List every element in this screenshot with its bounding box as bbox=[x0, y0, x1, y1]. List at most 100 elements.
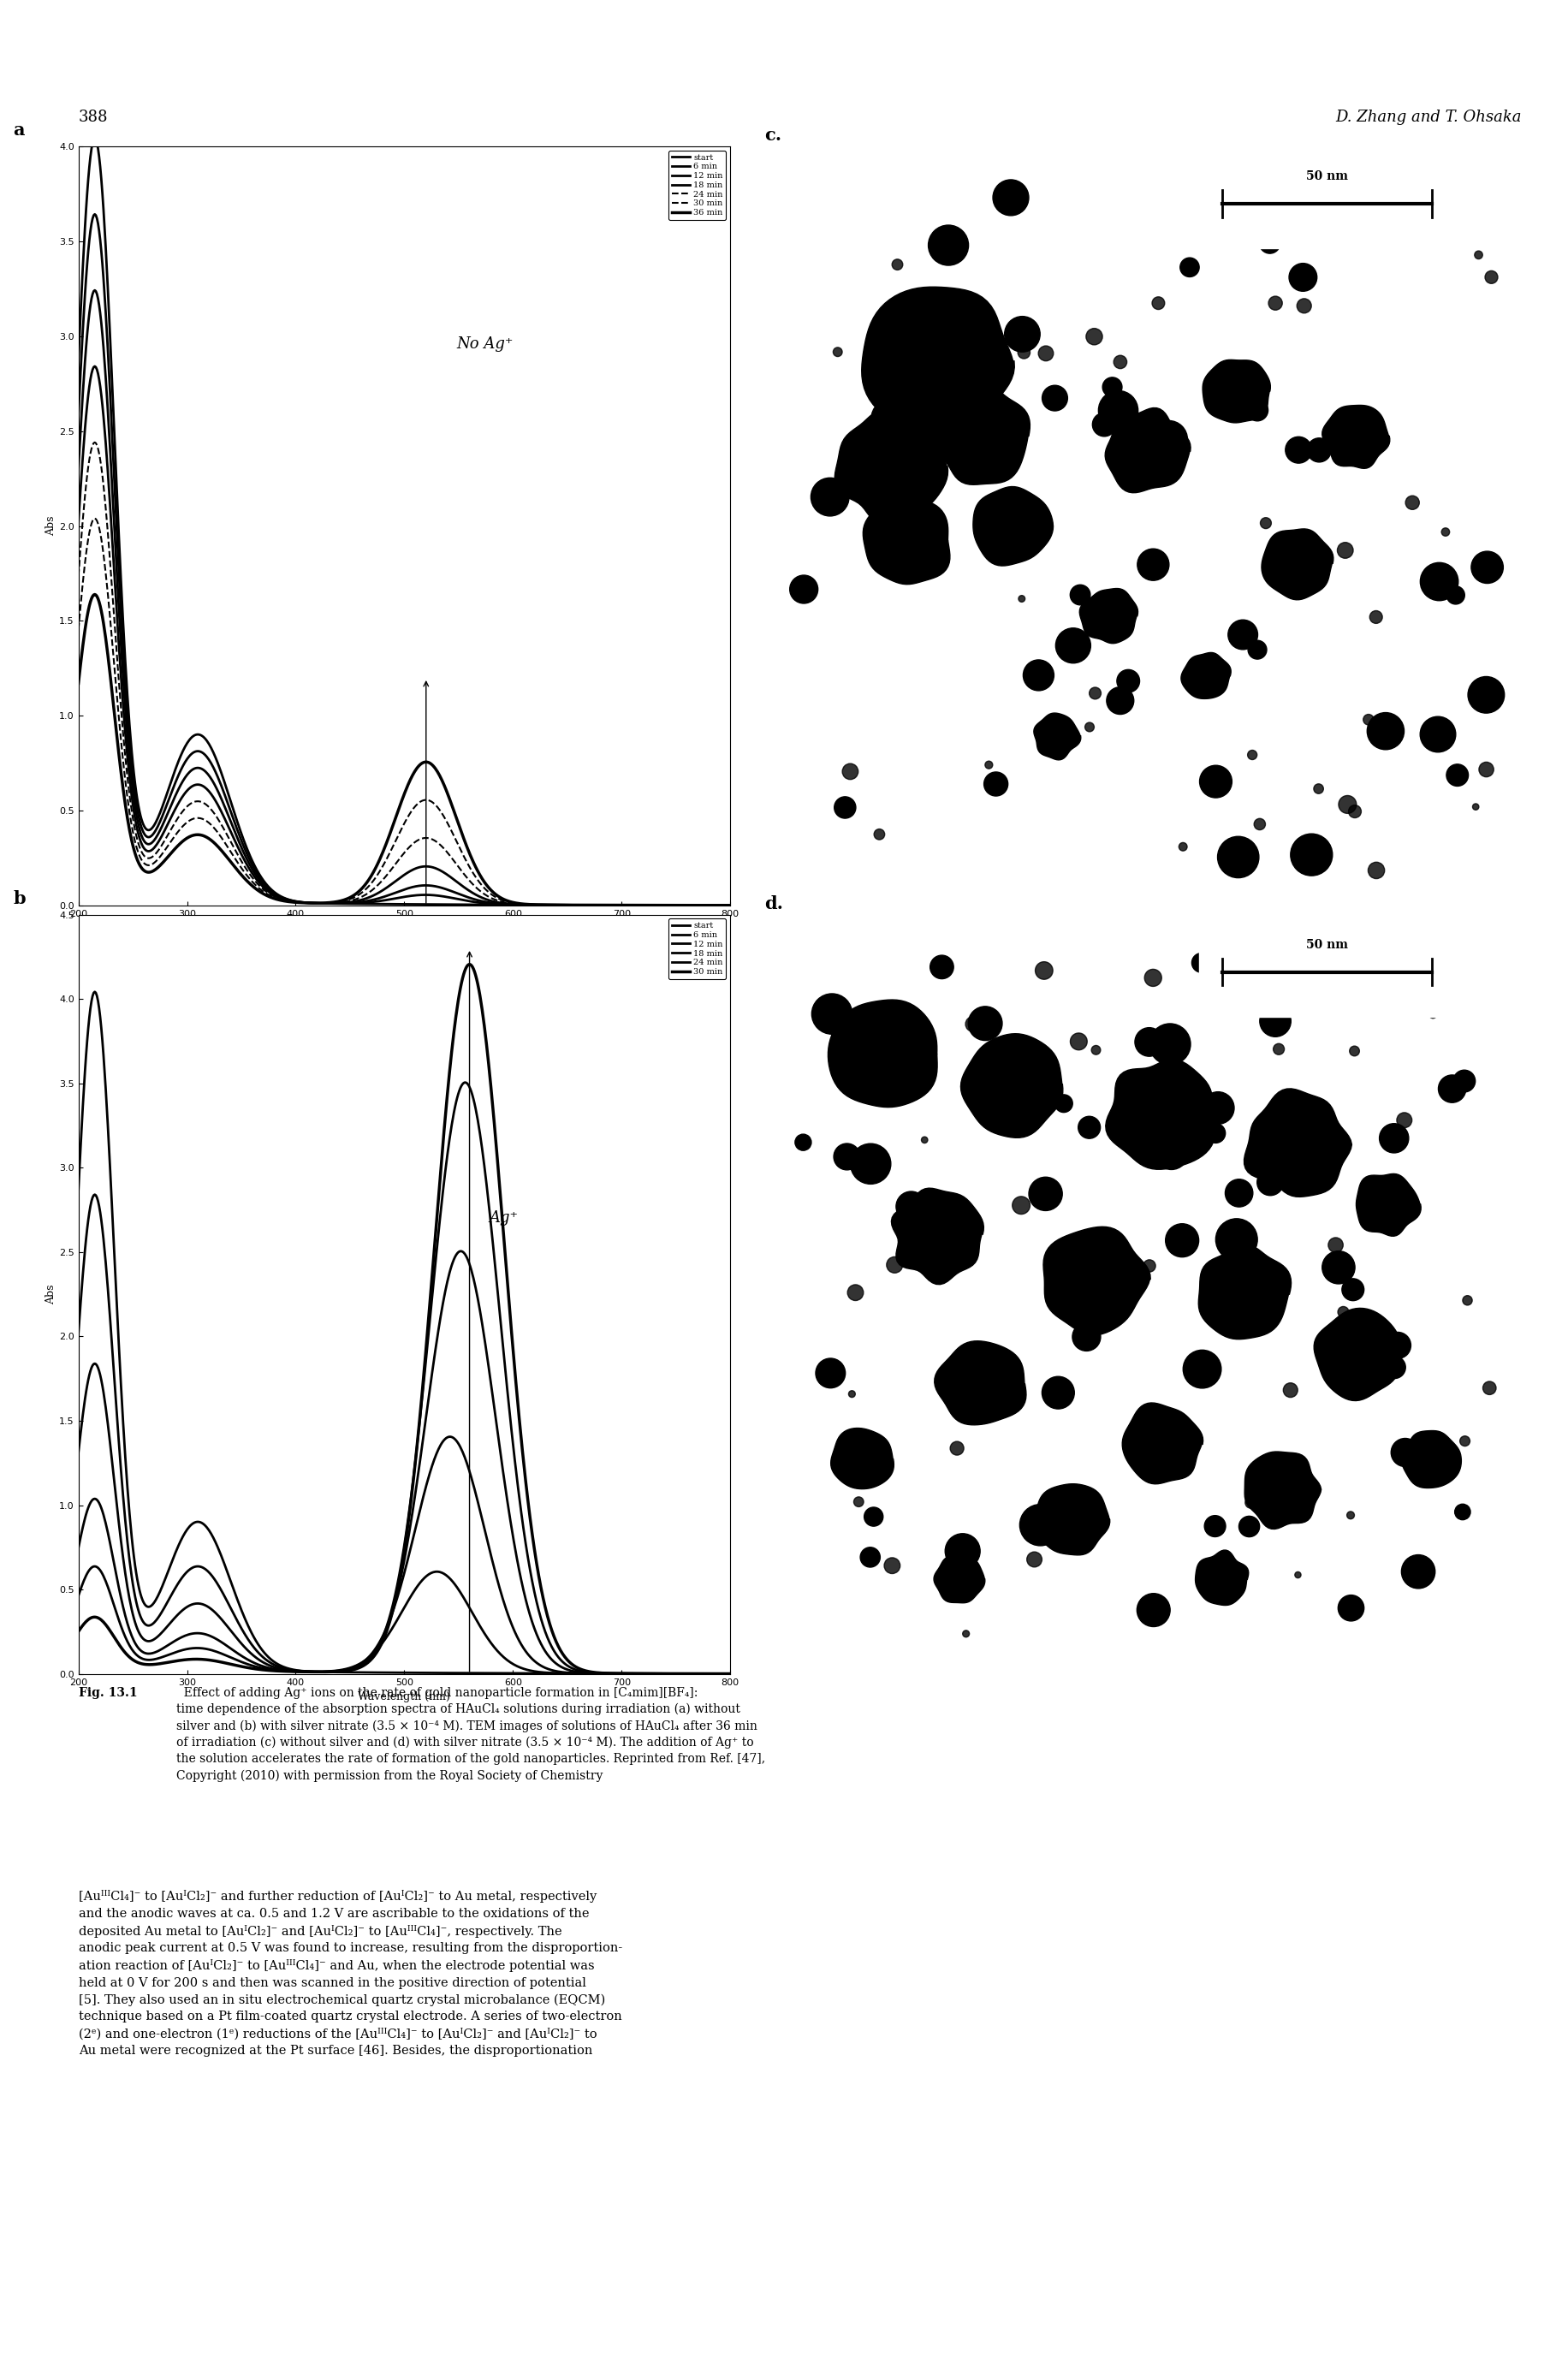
Circle shape bbox=[1217, 836, 1258, 877]
Circle shape bbox=[1363, 715, 1374, 725]
X-axis label: Wavelength (nm): Wavelength (nm) bbox=[358, 1692, 450, 1704]
Circle shape bbox=[911, 392, 938, 418]
Text: 50 nm: 50 nm bbox=[1305, 939, 1347, 950]
Circle shape bbox=[859, 1547, 880, 1568]
Polygon shape bbox=[1195, 1549, 1248, 1606]
Circle shape bbox=[1038, 347, 1052, 361]
Circle shape bbox=[1345, 1511, 1353, 1518]
Legend: start, 6 min, 12 min, 18 min, 24 min, 30 min, 36 min: start, 6 min, 12 min, 18 min, 24 min, 30… bbox=[668, 150, 726, 221]
Circle shape bbox=[1253, 817, 1265, 829]
Circle shape bbox=[1485, 271, 1497, 283]
Circle shape bbox=[1171, 1110, 1198, 1136]
Circle shape bbox=[1041, 385, 1068, 411]
Circle shape bbox=[964, 1017, 980, 1031]
Circle shape bbox=[1165, 1224, 1198, 1257]
Polygon shape bbox=[1261, 530, 1333, 599]
Circle shape bbox=[1035, 962, 1052, 979]
Polygon shape bbox=[1033, 1485, 1109, 1554]
Circle shape bbox=[1305, 1131, 1314, 1140]
Circle shape bbox=[1369, 611, 1381, 623]
Circle shape bbox=[853, 1497, 862, 1506]
Polygon shape bbox=[1402, 1430, 1460, 1487]
Circle shape bbox=[873, 829, 884, 839]
Circle shape bbox=[1474, 252, 1482, 259]
Circle shape bbox=[1367, 862, 1385, 879]
Circle shape bbox=[1428, 1010, 1436, 1019]
Polygon shape bbox=[960, 1034, 1062, 1138]
Text: Fig. 13.1: Fig. 13.1 bbox=[78, 1687, 136, 1699]
Circle shape bbox=[1143, 1259, 1156, 1271]
Circle shape bbox=[1446, 765, 1468, 786]
Circle shape bbox=[952, 1231, 963, 1243]
Circle shape bbox=[850, 1143, 891, 1183]
Polygon shape bbox=[1033, 713, 1080, 760]
Circle shape bbox=[1383, 1357, 1405, 1378]
Circle shape bbox=[1432, 972, 1468, 1007]
Circle shape bbox=[1378, 1124, 1408, 1152]
Circle shape bbox=[1145, 969, 1160, 986]
Circle shape bbox=[842, 763, 858, 779]
Circle shape bbox=[1054, 1095, 1073, 1112]
Circle shape bbox=[1419, 563, 1458, 601]
Circle shape bbox=[1269, 297, 1281, 311]
Circle shape bbox=[1137, 549, 1168, 580]
Circle shape bbox=[967, 1007, 1002, 1041]
Circle shape bbox=[1294, 1573, 1300, 1578]
Text: 388: 388 bbox=[78, 109, 108, 126]
Polygon shape bbox=[1105, 1060, 1215, 1169]
Circle shape bbox=[1018, 347, 1030, 359]
Circle shape bbox=[1102, 378, 1121, 397]
Polygon shape bbox=[1104, 409, 1190, 492]
Circle shape bbox=[1116, 670, 1138, 691]
Circle shape bbox=[892, 259, 902, 271]
Circle shape bbox=[1256, 1169, 1283, 1195]
Circle shape bbox=[1338, 1307, 1348, 1319]
Circle shape bbox=[847, 1285, 862, 1300]
Circle shape bbox=[859, 492, 875, 506]
Polygon shape bbox=[828, 1000, 936, 1107]
Circle shape bbox=[1441, 527, 1449, 537]
Circle shape bbox=[848, 1390, 855, 1397]
Circle shape bbox=[833, 1143, 859, 1169]
Circle shape bbox=[1105, 687, 1134, 715]
Circle shape bbox=[1468, 677, 1504, 713]
Circle shape bbox=[1308, 967, 1338, 996]
Circle shape bbox=[1055, 627, 1090, 663]
Circle shape bbox=[1088, 687, 1101, 699]
Circle shape bbox=[1290, 834, 1331, 877]
Circle shape bbox=[1151, 297, 1163, 309]
Circle shape bbox=[1218, 1590, 1232, 1604]
Circle shape bbox=[1289, 264, 1316, 292]
Circle shape bbox=[1182, 1350, 1220, 1388]
Circle shape bbox=[993, 181, 1029, 216]
Circle shape bbox=[1069, 584, 1090, 606]
Circle shape bbox=[1022, 661, 1054, 691]
Circle shape bbox=[1383, 1333, 1410, 1359]
Circle shape bbox=[1306, 437, 1331, 461]
Circle shape bbox=[887, 394, 925, 432]
Text: a: a bbox=[13, 121, 25, 138]
Circle shape bbox=[1400, 1554, 1435, 1590]
Circle shape bbox=[1192, 953, 1210, 972]
Polygon shape bbox=[862, 499, 950, 584]
Circle shape bbox=[1322, 1252, 1355, 1283]
Circle shape bbox=[1149, 1024, 1190, 1064]
Circle shape bbox=[815, 1359, 845, 1388]
Circle shape bbox=[1363, 979, 1380, 998]
Polygon shape bbox=[931, 385, 1030, 485]
Polygon shape bbox=[1203, 359, 1270, 423]
Circle shape bbox=[1204, 1516, 1225, 1537]
Polygon shape bbox=[1043, 1226, 1149, 1335]
Circle shape bbox=[1027, 1552, 1041, 1568]
Circle shape bbox=[1225, 1178, 1253, 1207]
Legend: start, 6 min, 12 min, 18 min, 24 min, 30 min: start, 6 min, 12 min, 18 min, 24 min, 30… bbox=[668, 920, 726, 979]
Circle shape bbox=[947, 1399, 963, 1414]
Circle shape bbox=[1391, 1437, 1419, 1466]
Polygon shape bbox=[834, 409, 947, 525]
Circle shape bbox=[1245, 1497, 1256, 1509]
Circle shape bbox=[886, 1257, 902, 1274]
Circle shape bbox=[1069, 1034, 1087, 1050]
Y-axis label: Abs: Abs bbox=[45, 1285, 56, 1304]
Circle shape bbox=[1091, 1045, 1099, 1055]
Circle shape bbox=[920, 1136, 927, 1143]
